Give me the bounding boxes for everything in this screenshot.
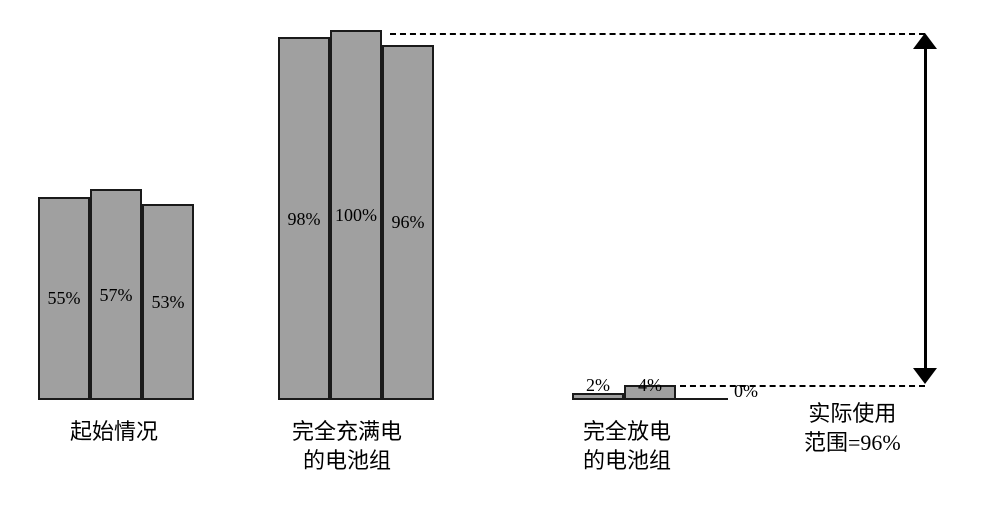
bar-label-discharged-0: 2% — [586, 375, 610, 396]
range-annotation-line1: 实际使用 — [804, 400, 901, 429]
bar-label-initial-0: 55% — [48, 288, 81, 309]
dashed-line-bottom — [680, 385, 925, 387]
bar-group-initial: 55% 57% 53% — [38, 189, 194, 400]
caption-initial: 起始情况 — [70, 418, 158, 447]
bar-initial-2: 53% — [142, 204, 194, 400]
range-arrow-head-bottom — [913, 368, 937, 384]
caption-discharged-line1: 完全放电 — [583, 418, 671, 447]
bar-group-charged: 98% 100% 96% — [278, 30, 434, 400]
bar-initial-0: 55% — [38, 197, 90, 401]
battery-chart: 55% 57% 53% 起始情况 98% 100% 96% 完全充满电的电池组 … — [20, 20, 980, 510]
range-annotation-line2: 范围=96% — [804, 429, 901, 458]
caption-charged: 完全充满电的电池组 — [292, 418, 402, 475]
bar-label-initial-1: 57% — [100, 285, 133, 306]
bar-charged-1: 100% — [330, 30, 382, 400]
bar-discharged-1: 4% — [624, 385, 676, 400]
bar-initial-1: 57% — [90, 189, 142, 400]
dashed-line-top — [390, 33, 925, 35]
bar-label-charged-1: 100% — [335, 205, 377, 226]
range-arrow-line — [924, 45, 927, 373]
bar-group-discharged: 2% 4% 0% — [572, 385, 728, 400]
caption-discharged: 完全放电的电池组 — [583, 418, 671, 475]
caption-charged-line1: 完全充满电 — [292, 418, 402, 447]
bar-label-initial-2: 53% — [152, 292, 185, 313]
bar-discharged-0: 2% — [572, 393, 624, 400]
bar-label-charged-0: 98% — [288, 209, 321, 230]
bar-discharged-2: 0% — [676, 398, 728, 400]
bar-label-charged-2: 96% — [392, 212, 425, 233]
caption-initial-text: 起始情况 — [70, 419, 158, 444]
caption-charged-line2: 的电池组 — [292, 447, 402, 476]
range-arrow-head-top — [913, 33, 937, 49]
bar-charged-2: 96% — [382, 45, 434, 400]
bar-charged-0: 98% — [278, 37, 330, 400]
caption-discharged-line2: 的电池组 — [583, 447, 671, 476]
bar-label-discharged-1: 4% — [638, 375, 662, 396]
range-annotation: 实际使用 范围=96% — [804, 400, 901, 457]
